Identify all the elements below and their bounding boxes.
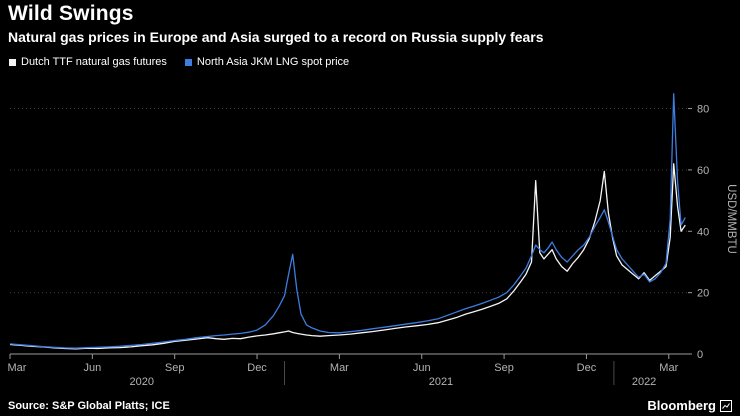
svg-text:Dec: Dec bbox=[577, 362, 597, 374]
legend-item-ttf: Dutch TTF natural gas futures bbox=[9, 56, 167, 68]
svg-text:60: 60 bbox=[697, 165, 709, 177]
legend-item-jkm: North Asia JKM LNG spot price bbox=[184, 56, 350, 68]
bloomberg-wordmark: Bloomberg bbox=[647, 398, 716, 413]
legend-label-jkm: North Asia JKM LNG spot price bbox=[196, 56, 350, 68]
svg-text:Jun: Jun bbox=[83, 362, 101, 374]
svg-text:20: 20 bbox=[697, 288, 709, 300]
svg-text:0: 0 bbox=[697, 349, 703, 361]
bloomberg-chart-icon bbox=[720, 399, 732, 412]
chart-legend: Dutch TTF natural gas futures North Asia… bbox=[9, 56, 349, 68]
svg-text:Sep: Sep bbox=[165, 362, 185, 374]
legend-swatch-blue bbox=[184, 58, 192, 66]
chart-svg: 0 20 40 60 80 Mar Jun Sep Dec Mar Jun Sep Dec Mar 2020… bbox=[8, 93, 737, 388]
svg-text:2022: 2022 bbox=[632, 376, 656, 388]
chart-subtitle: Natural gas prices in Europe and Asia su… bbox=[8, 29, 544, 45]
bloomberg-logo: Bloomberg bbox=[647, 398, 732, 413]
svg-text:Dec: Dec bbox=[247, 362, 267, 374]
svg-text:Mar: Mar bbox=[659, 362, 678, 374]
svg-text:Sep: Sep bbox=[494, 362, 514, 374]
svg-text:80: 80 bbox=[697, 104, 709, 116]
svg-text:2020: 2020 bbox=[130, 376, 154, 388]
svg-text:Mar: Mar bbox=[8, 362, 27, 374]
svg-text:Jun: Jun bbox=[413, 362, 431, 374]
svg-text:USD/MMBTU: USD/MMBTU bbox=[725, 184, 737, 254]
svg-text:Mar: Mar bbox=[330, 362, 349, 374]
svg-text:40: 40 bbox=[697, 226, 709, 238]
source-note: Source: S&P Global Platts; ICE bbox=[8, 400, 170, 412]
legend-label-ttf: Dutch TTF natural gas futures bbox=[21, 56, 167, 68]
page-title: Wild Swings bbox=[8, 2, 134, 25]
legend-swatch-white bbox=[9, 58, 16, 66]
svg-text:2021: 2021 bbox=[429, 376, 453, 388]
